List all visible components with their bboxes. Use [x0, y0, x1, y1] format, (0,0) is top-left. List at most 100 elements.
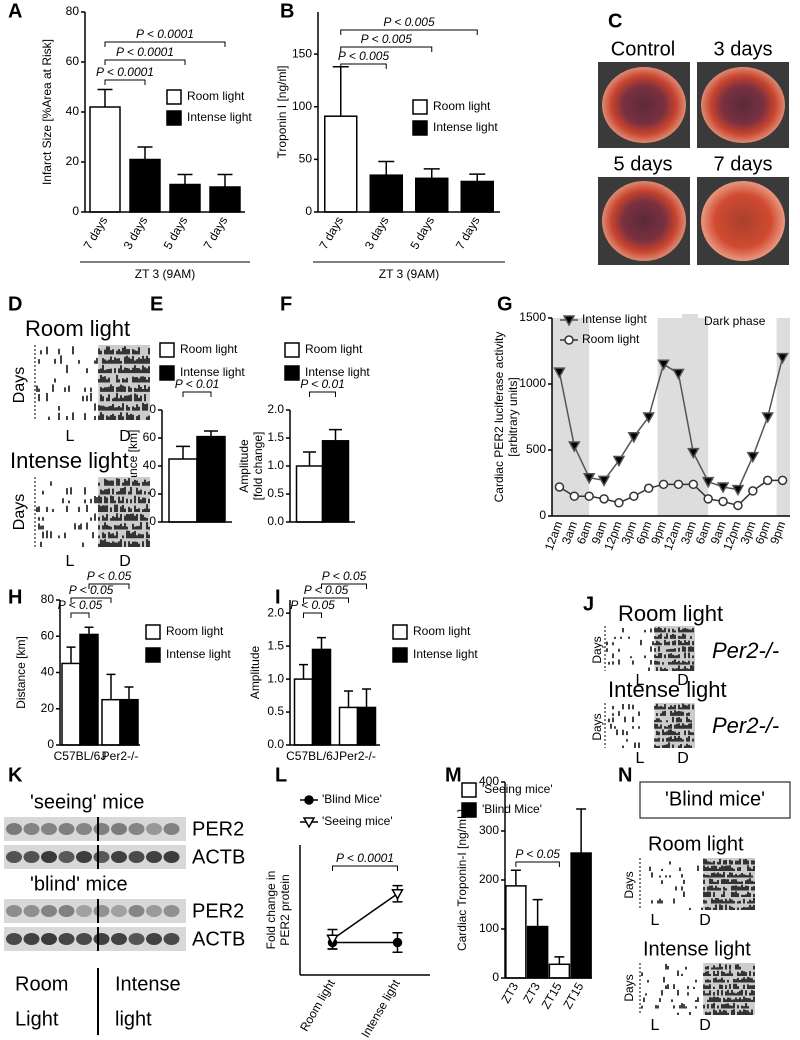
- legend-swatch: [284, 365, 300, 381]
- significance-bracket: [70, 597, 112, 603]
- marker: [672, 368, 685, 380]
- marker: [716, 482, 730, 494]
- legend-swatch: [392, 624, 408, 640]
- genotype: Per2-/-: [712, 638, 779, 663]
- error-bar: [66, 646, 76, 664]
- actogram-row: [669, 858, 755, 865]
- blot-band: [41, 933, 57, 945]
- panel-title: 'Blind mice': [665, 788, 765, 810]
- significance-label: P < 0.0001: [336, 851, 394, 865]
- blot-band: [6, 905, 22, 917]
- section-title: Room light: [618, 601, 723, 626]
- error-bar: [303, 451, 316, 466]
- legend-swatch: [284, 342, 300, 358]
- group-label: Light: [15, 1008, 59, 1030]
- marker: [597, 475, 611, 487]
- legend-swatch: [412, 99, 428, 115]
- error-bar: [378, 160, 395, 176]
- marker: [731, 484, 745, 497]
- error-bar: [177, 173, 193, 185]
- actogram-row: [610, 723, 692, 729]
- axis-label: L: [66, 428, 75, 445]
- blot-band: [93, 851, 110, 863]
- significance-bracket: [104, 59, 186, 65]
- blot-band: [146, 933, 162, 945]
- actogram-row: [36, 504, 150, 512]
- y-axis-label: [arbitrary units]: [506, 377, 520, 456]
- legend-swatch: [461, 782, 477, 798]
- bar: [79, 633, 99, 746]
- panel-letter: G: [497, 293, 513, 315]
- significance-bracket: [340, 46, 433, 52]
- axis-label: Days: [622, 974, 636, 1001]
- actogram-row: [40, 346, 150, 355]
- error-bar: [97, 88, 113, 107]
- error-bar: [217, 173, 233, 187]
- bar: [460, 180, 494, 213]
- significance-bracket: [70, 612, 90, 618]
- line: [558, 357, 784, 491]
- y-tick-label: 0.5: [267, 486, 284, 500]
- y-tick-label: 0.0: [267, 514, 284, 528]
- actogram-row: [622, 742, 692, 748]
- significance-label: P < 0.0001: [136, 27, 194, 41]
- actogram-row: [612, 652, 694, 659]
- heart-slice: [701, 181, 785, 261]
- axis-label: Days: [590, 636, 604, 663]
- error-bar: [576, 808, 587, 854]
- marker: [687, 447, 700, 460]
- blot-band: [58, 905, 75, 917]
- y-tick-label: 60: [143, 430, 157, 444]
- y-axis-label: [fold change]: [251, 432, 265, 501]
- y-tick-label: 200: [479, 872, 499, 886]
- blot-band: [58, 933, 75, 945]
- dark-phase: [776, 318, 790, 516]
- significance-bracket: [340, 63, 387, 69]
- y-tick-label: 1.0: [267, 671, 284, 685]
- legend-label: 'Seeing mice': [482, 782, 553, 796]
- axis-label: Days: [11, 494, 28, 530]
- section-title: Intense light: [10, 448, 129, 473]
- bar: [293, 678, 314, 746]
- blot-band: [93, 905, 110, 917]
- axis-label: Days: [622, 871, 636, 898]
- panel-letter: K: [8, 764, 23, 786]
- axis-label: Days: [11, 367, 28, 403]
- actogram-row: [675, 884, 755, 891]
- x-tick-label: ZT15: [560, 980, 586, 1012]
- blot-band: [111, 823, 127, 835]
- blot-band: [76, 905, 92, 917]
- error-bar: [204, 430, 218, 437]
- bar: [324, 115, 358, 213]
- y-tick-label: 40: [41, 665, 55, 679]
- significance-bracket: [332, 865, 398, 871]
- marker: [688, 479, 699, 490]
- x-tick-label: 7 days: [81, 214, 111, 252]
- marker: [761, 412, 774, 424]
- x-tick-label: Room light: [297, 977, 338, 1034]
- error-bar: [510, 869, 521, 886]
- legend-label: Intense light: [413, 647, 478, 661]
- significance-label: P < 0.05: [87, 569, 132, 583]
- heart-slice: [602, 181, 686, 261]
- actogram-row: [608, 716, 692, 723]
- blot-band: [6, 933, 22, 945]
- y-tick-label: 150: [292, 46, 312, 60]
- legend-label: Intense light: [582, 312, 647, 326]
- blot-band: [41, 823, 57, 835]
- y-tick-label: 100: [292, 99, 312, 113]
- actogram-row: [36, 384, 150, 392]
- legend-label: Intense light: [166, 647, 231, 661]
- blot-band: [128, 933, 145, 945]
- blot-strip: [4, 899, 186, 923]
- dark-half: [98, 345, 150, 420]
- y-tick-label: 1.0: [267, 458, 284, 472]
- y-tick-label: 80: [66, 4, 80, 18]
- band-label: ACTB: [192, 846, 245, 868]
- y-tick-label: 1000: [519, 376, 546, 390]
- significance-bracket: [303, 597, 349, 603]
- panel-letter: L: [275, 764, 287, 786]
- marker: [673, 479, 684, 490]
- error-bar: [137, 146, 153, 160]
- blot-band: [23, 905, 40, 917]
